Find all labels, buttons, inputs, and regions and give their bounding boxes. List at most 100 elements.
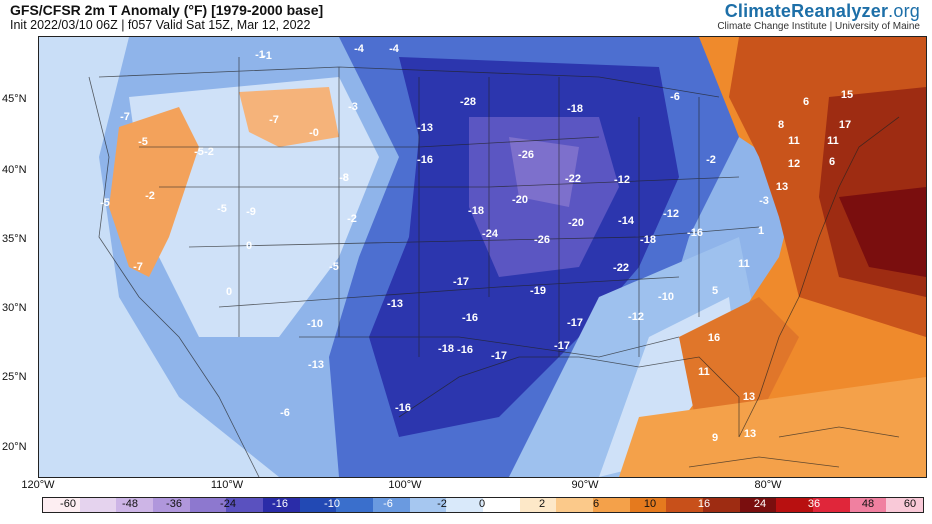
colorbar-label: -60	[60, 498, 76, 510]
colorbar-swatch	[299, 498, 337, 512]
anomaly-value-label: -1	[262, 50, 272, 62]
colorbar-label: -6	[383, 498, 393, 510]
colorbar-label: 2	[538, 498, 546, 510]
anomaly-value-label: -17	[491, 350, 507, 362]
colorbar-swatch	[153, 498, 190, 512]
colorbar-swatch	[116, 498, 154, 512]
colorbar-swatch	[703, 498, 740, 512]
anomaly-value-label: -13	[308, 359, 324, 371]
colorbar-swatch	[886, 498, 924, 512]
lat-label-30: 30°N	[2, 302, 27, 314]
lat-label-45: 45°N	[2, 93, 27, 105]
colorbar-swatch	[813, 498, 850, 512]
colorbar-swatch	[43, 498, 80, 512]
anomaly-value-label: -18	[567, 103, 583, 115]
anomaly-value-label: 17	[839, 119, 851, 131]
anomaly-value-label: -13	[387, 298, 403, 310]
anomaly-value-label: -7	[269, 114, 279, 126]
anomaly-value-label: -20	[568, 217, 584, 229]
anomaly-value-label: -8	[339, 172, 349, 184]
anomaly-value-label: -26	[534, 234, 550, 246]
lon-label-110w: 110°W	[210, 479, 244, 491]
anomaly-value-label: -16	[687, 227, 703, 239]
colorbar-label: 36	[807, 498, 821, 510]
anomaly-value-label: -2	[204, 146, 214, 158]
anomaly-value-label: -22	[565, 173, 581, 185]
anomaly-value-label: 6	[829, 156, 835, 168]
lat-label-25: 25°N	[2, 371, 27, 383]
lat-label-35: 35°N	[2, 233, 27, 245]
anomaly-value-label: -6	[280, 407, 290, 419]
anomaly-value-label: -10	[307, 318, 323, 330]
anomaly-value-label: -26	[518, 149, 534, 161]
map-subtitle: Init 2022/03/10 06Z | f057 Valid Sat 15Z…	[10, 18, 311, 32]
anomaly-value-label: -19	[530, 285, 546, 297]
colorbar-swatch	[373, 498, 410, 512]
anomaly-value-label: 0	[226, 286, 232, 298]
anomaly-map-svg: -4-1-7-3-7-5-0-2-5-8-28-18-6-13-16 -26-22…	[39, 37, 926, 477]
anomaly-value-label: -8	[339, 172, 349, 184]
brand-name: ClimateReanalyzer.org	[724, 1, 920, 21]
anomaly-value-label: -17	[567, 317, 583, 329]
anomaly-value-label: -22	[613, 262, 629, 274]
anomaly-value-label: -18	[438, 343, 454, 355]
anomaly-value-label: -28	[460, 96, 476, 108]
lon-label-80w: 80°W	[754, 479, 782, 491]
colorbar-labels: -60 -48 -36 -24 -16 -10 -6 -2 0 2 6 10 16 24 36 48 60	[42, 497, 922, 511]
colorbar-swatch	[629, 498, 667, 512]
anomaly-value-label: 11	[827, 135, 839, 147]
anomaly-value-label: -2	[145, 190, 155, 202]
lon-label-100w: 100°W	[388, 479, 422, 491]
colorbar-swatch	[263, 498, 300, 512]
anomaly-value-label: 9	[712, 432, 718, 444]
map-title: GFS/CFSR 2m T Anomaly (°F) [1979-2000 ba…	[10, 2, 324, 18]
anomaly-value-label: 16	[708, 332, 720, 344]
colorbar-swatch	[483, 498, 520, 512]
colorbar-label: -24	[220, 498, 236, 510]
colorbar-swatch	[849, 498, 887, 512]
colorbar-swatch	[556, 498, 594, 512]
colorbar-swatch	[409, 498, 447, 512]
anomaly-value-label: -5	[100, 197, 110, 209]
anomaly-value-label: -12	[663, 208, 679, 220]
anomaly-value-label: -9	[246, 206, 256, 218]
anomaly-value-label: -3	[348, 101, 358, 113]
anomaly-value-label: -5	[217, 203, 227, 215]
anomaly-value-labels: -4-1-7-3-7-5-0-2-5-8-28-18-6-13-16 -26-22…	[100, 43, 853, 444]
anomaly-value-label: 5	[712, 285, 718, 297]
colorbar-swatch	[189, 498, 227, 512]
anomaly-value-label: -16	[462, 312, 478, 324]
brand-logo[interactable]: ClimateReanalyzer.org Climate Change Ins…	[717, 1, 920, 32]
colorbar-swatch	[519, 498, 557, 512]
anomaly-value-label: -18	[468, 205, 484, 217]
anomaly-value-label: 11	[698, 366, 710, 378]
anomaly-value-label: 8	[778, 119, 784, 131]
colorbar-swatch	[79, 498, 117, 512]
anomaly-value-label: -12	[628, 311, 644, 323]
anomaly-value-label: 6	[803, 96, 809, 108]
anomaly-value-label: -0	[309, 127, 319, 139]
anomaly-value-label: -2	[347, 213, 357, 225]
anomaly-value-label: 12	[788, 158, 800, 170]
anomaly-map[interactable]: -4 -1 -7 -3 -7 -5 -0 -2 -5 -8 -28 -18 -6 -13 -16 -26 -22…	[38, 36, 927, 478]
anomaly-value-label: -1	[255, 49, 265, 61]
anomaly-value-label: 11	[788, 135, 800, 147]
anomaly-value-label: -7	[120, 111, 130, 123]
anomaly-value-label: 15	[841, 89, 853, 101]
lat-label-20: 20°N	[2, 441, 27, 453]
colorbar-swatch	[336, 498, 374, 512]
anomaly-value-label: -4	[354, 43, 365, 55]
anomaly-value-label: -5	[194, 146, 204, 158]
anomaly-value-label: -16	[457, 344, 473, 356]
anomaly-value-label: -5	[138, 136, 148, 148]
colorbar-label: 0	[478, 498, 486, 510]
anomaly-value-label: -4	[389, 43, 400, 55]
colorbar-label: -48	[122, 498, 138, 510]
anomaly-value-label: -2	[706, 154, 716, 166]
colorbar-swatch	[446, 498, 484, 512]
colorbar-swatch	[776, 498, 814, 512]
anomaly-value-label: 0	[246, 240, 252, 252]
anomaly-value-label: -5	[329, 261, 339, 273]
anomaly-value-label: -12	[614, 174, 630, 186]
colorbar-label: 24	[753, 498, 767, 510]
